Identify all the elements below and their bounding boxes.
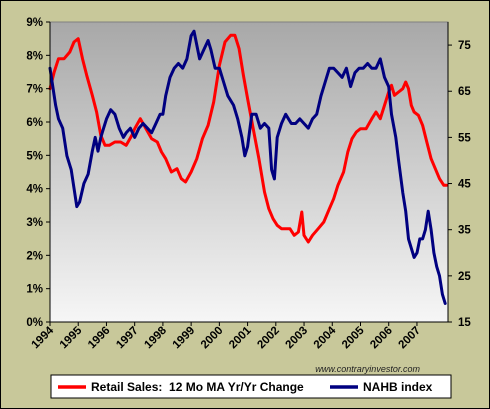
right-tick-label: 45 xyxy=(458,179,471,191)
legend-retail-label: Retail Sales: 12 Mo MA Yr/Yr Change xyxy=(91,380,304,394)
right-tick-label: 25 xyxy=(458,271,471,283)
legend: Retail Sales: 12 Mo MA Yr/Yr Change NAHB… xyxy=(50,374,452,399)
right-tick-label: 65 xyxy=(458,86,471,98)
series-layer xyxy=(48,29,449,305)
left-tick-label: 3% xyxy=(26,217,43,229)
retail-sales-line xyxy=(48,33,449,244)
right-tick-label: 55 xyxy=(458,132,471,144)
left-tick-label: 8% xyxy=(26,50,43,62)
left-tick-label: 1% xyxy=(26,284,43,296)
left-tick-label: 4% xyxy=(26,184,43,196)
nahb-index-line xyxy=(48,29,447,305)
left-tick-label: 2% xyxy=(26,250,43,262)
left-tick-label: 5% xyxy=(26,150,43,162)
right-tick-label: 15 xyxy=(458,317,471,329)
left-axis: 0% 1% 2% 3% 4% 5% 6% 7% 8% 9% xyxy=(26,17,51,329)
source-credit: www.contraryinvestor.com xyxy=(315,364,420,374)
right-axis: 15 25 35 45 55 65 75 xyxy=(447,22,471,329)
legend-box xyxy=(50,374,452,399)
right-tick-label: 35 xyxy=(458,225,471,237)
left-tick-label: 0% xyxy=(26,317,43,329)
plot-area xyxy=(49,21,449,323)
left-tick-label: 6% xyxy=(26,117,43,129)
right-tick-label: 75 xyxy=(458,40,471,52)
legend-nahb-label: NAHB index xyxy=(363,380,433,394)
left-tick-label: 7% xyxy=(26,84,43,96)
left-tick-label: 9% xyxy=(26,17,43,29)
